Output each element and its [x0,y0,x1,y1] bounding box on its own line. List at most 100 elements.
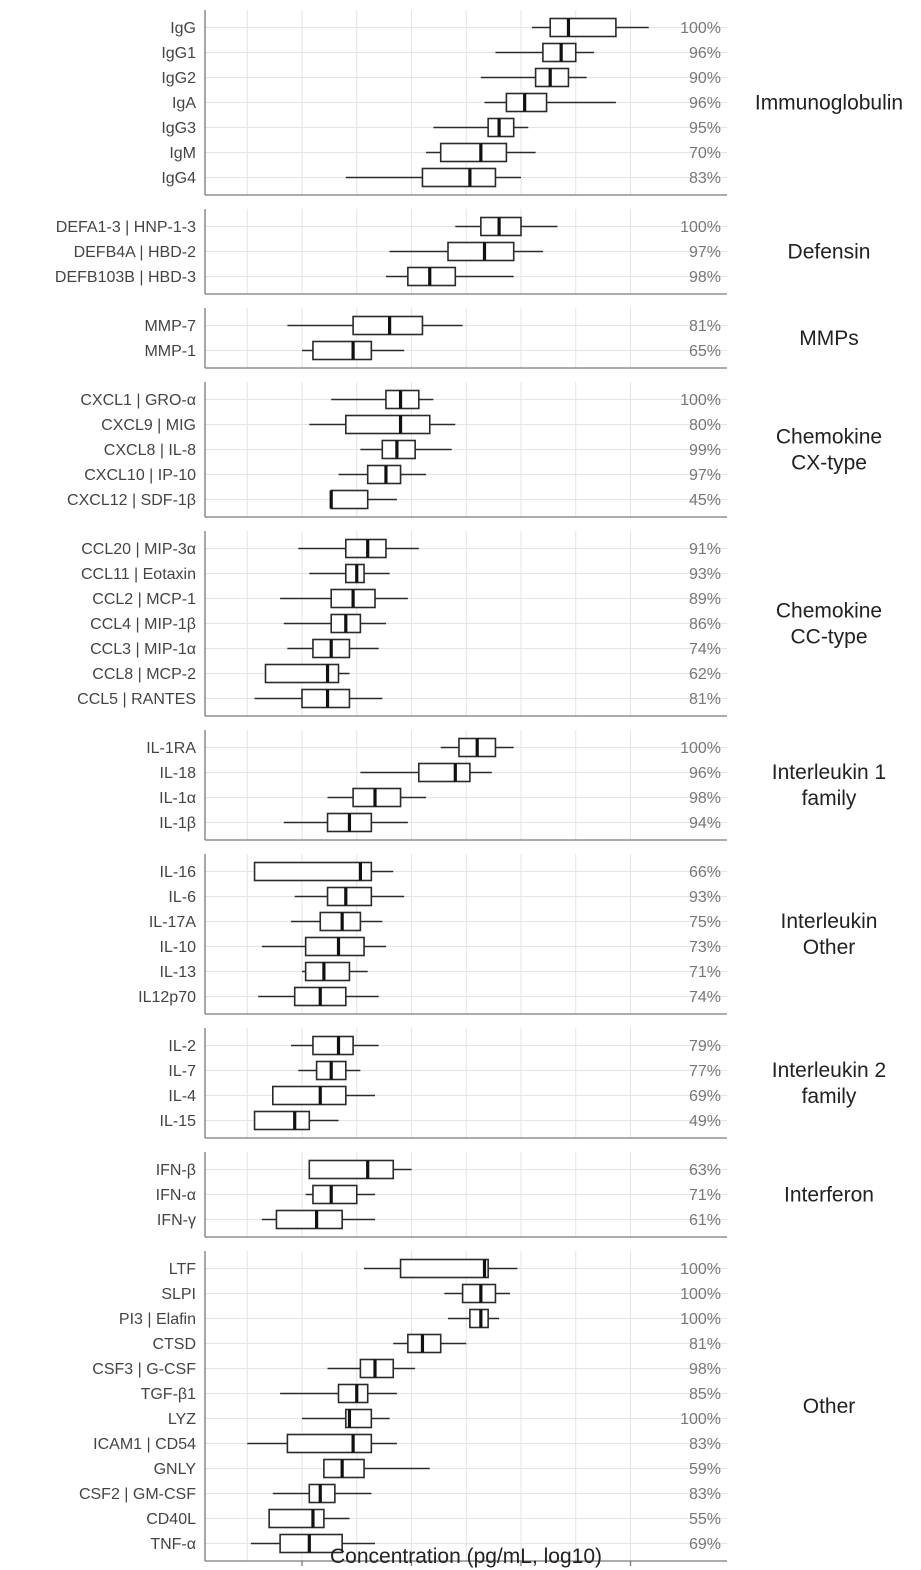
row-label: LTF [169,1261,196,1278]
panel-layer: IgG 100% IgG1 96% IgG2 90% IgA 96% IgG3 95% IgM 70%… [55,10,903,1562]
row-label: IgM [169,145,196,162]
detected-percent: 93% [689,889,721,906]
row-label: IL-4 [168,1088,196,1105]
row-label: CXCL10 | IP-10 [84,467,196,484]
detected-percent: 55% [689,1511,721,1528]
box-row: IFN-γ 61% [157,1209,721,1230]
box-row: MMP-7 81% [144,315,721,336]
box-row: TGF-β1 85% [141,1383,721,1404]
box-row: CCL11 | Eotaxin 93% [81,563,721,584]
detected-percent: 70% [689,145,721,162]
row-label: TNF-α [150,1536,196,1553]
iqr-box [268,1508,325,1529]
iqr-box [308,1483,336,1504]
detected-percent: 81% [689,318,721,335]
grid-layer [246,10,631,1561]
box-row: IgG 100% [170,17,721,38]
detected-percent: 89% [689,591,721,608]
box-row: IL-10 73% [160,936,721,957]
detected-percent: 74% [689,989,721,1006]
detected-percent: 83% [689,170,721,187]
box-row: IL-1α 98% [159,787,721,808]
detected-percent: 65% [689,343,721,360]
detected-percent: 98% [689,790,721,807]
row-label: CCL5 | RANTES [77,691,196,708]
row-label: MMP-7 [144,318,196,335]
iqr-box [344,1408,373,1429]
group-label: Other [803,1395,856,1418]
detected-percent: 71% [689,1187,721,1204]
row-label: IFN-γ [157,1212,196,1229]
panel-defensin: DEFA1-3 | HNP-1-3 100%DEFB4A | HBD-2 97%DE… [55,209,870,295]
box-row: IFN-α 71% [156,1184,721,1205]
detected-percent: 100% [680,1261,721,1278]
row-label: CSF3 | G-CSF [92,1361,196,1378]
row-label: CCL11 | Eotaxin [81,566,196,583]
row-label: DEFB4A | HBD-2 [74,244,197,261]
box-row: ICAM1 | CD54 83% [93,1433,721,1454]
row-label: IFN-β [156,1162,196,1179]
iqr-box [271,1085,347,1106]
box-row: IL-4 69% [168,1085,721,1106]
box-row: IgG2 90% [161,67,721,88]
detected-percent: 100% [680,219,721,236]
iqr-box [326,886,373,907]
row-label: ICAM1 | CD54 [93,1436,196,1453]
panel-chemokine-cc-type: CCL20 | MIP-3α 91% CCL11 | Eotaxin 93% CCL2 … [77,531,882,717]
row-label: CXCL8 | IL-8 [104,442,196,459]
group-label: Interferon [784,1184,874,1207]
iqr-box [421,167,497,188]
group-label: CX-type [791,452,867,475]
group-label: Interleukin 2 [772,1059,886,1082]
box-row: CXCL1 | GRO-α 100% [80,389,721,410]
detected-percent: 97% [689,467,721,484]
iqr-box [366,464,402,485]
detected-percent: 81% [689,691,721,708]
detected-percent: 90% [689,70,721,87]
detected-percent: 62% [689,666,721,683]
detected-percent: 61% [689,1212,721,1229]
iqr-box [480,216,522,237]
iqr-box [447,241,515,262]
panel-interferon: IFN-β 63% IFN-α 71% IFN-γ 61% Interferon [156,1152,874,1238]
row-label: IL-7 [168,1063,196,1080]
detected-percent: 91% [689,541,721,558]
row-label: IL-13 [160,964,197,981]
detected-percent: 79% [689,1038,721,1055]
row-label: IL-10 [160,939,197,956]
iqr-box [461,1283,497,1304]
detected-percent: 71% [689,964,721,981]
detected-percent: 98% [689,269,721,286]
group-label: Chemokine [776,600,882,623]
row-label: IL12p70 [138,989,196,1006]
box-row: TNF-α 69% [150,1533,721,1554]
row-label: LYZ [168,1411,196,1428]
box-row: IL-15 49% [160,1110,721,1131]
group-label: MMPs [799,327,859,350]
iqr-box [381,439,416,460]
iqr-box [487,117,515,138]
row-label: IgG1 [161,45,196,62]
x-axis-title: Concentration (pg/mL, log10) [330,1545,602,1568]
box-row: CCL8 | MCP-2 62% [92,663,721,684]
panel-other: LTF 100% SLPI 100% PI3 | Elafin 100% CTSD 81% CS… [79,1251,856,1562]
row-label: IL-18 [160,765,197,782]
iqr-box [359,1358,395,1379]
detected-percent: 83% [689,1486,721,1503]
box-row: IL-7 77% [168,1060,721,1081]
detected-percent: 93% [689,566,721,583]
detected-percent: 96% [689,45,721,62]
box-row: CXCL8 | IL-8 99% [104,439,721,460]
box-row: SLPI 100% [161,1283,721,1304]
box-row: IL-16 66% [160,861,721,882]
iqr-box [469,1308,489,1329]
detected-percent: 49% [689,1113,721,1130]
group-label: family [802,787,857,810]
box-row: CCL5 | RANTES 81% [77,688,721,709]
detected-percent: 100% [680,20,721,37]
detected-percent: 94% [689,815,721,832]
detected-percent: 66% [689,864,721,881]
group-label: Interleukin 1 [772,761,886,784]
box-row: IL-1RA 100% [146,737,721,758]
box-row: IL-6 93% [168,886,721,907]
